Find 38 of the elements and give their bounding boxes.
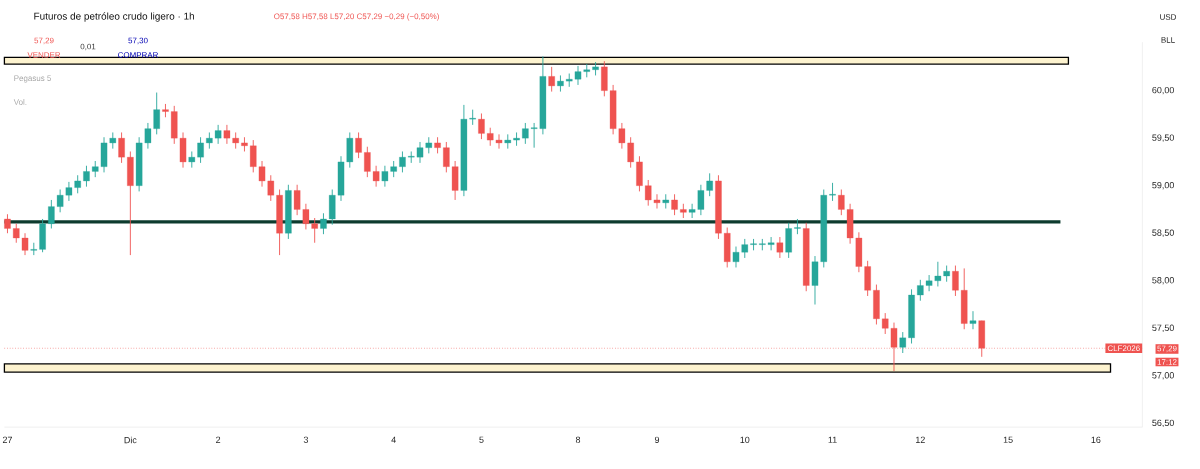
y-tick-label: 59,50	[1152, 134, 1174, 142]
x-tick-label: 5	[479, 436, 484, 443]
y-tick-label: 57,00	[1152, 372, 1174, 380]
chart-title: Futuros de petróleo crudo ligero · 1h	[34, 12, 194, 22]
y-tick-label: 60,00	[1152, 86, 1174, 95]
x-tick-label: 11	[828, 436, 837, 443]
candlestick	[899, 331, 906, 354]
candlestick	[83, 165, 90, 188]
candlestick	[478, 113, 485, 140]
candlestick	[671, 193, 678, 216]
y-tick-label: 58,00	[1152, 277, 1174, 285]
x-tick-label: 16	[1091, 436, 1101, 444]
candlestick	[829, 182, 836, 202]
x-tick-label: 27	[2, 436, 12, 443]
candlestick	[399, 151, 406, 173]
candlestick	[776, 236, 784, 259]
candlestick	[794, 218, 801, 235]
x-tick-label: 15	[1003, 436, 1013, 443]
x-tick-label: 4	[391, 436, 396, 443]
candlestick	[320, 212, 327, 235]
x-tick-label: 2	[216, 436, 221, 443]
x-tick-label: 3	[303, 436, 308, 444]
candlestick	[785, 222, 792, 259]
candlestick	[355, 132, 362, 159]
y-tick-label: 56,50	[1152, 419, 1174, 428]
candlestick	[4, 213, 11, 234]
candlestick	[548, 66, 555, 93]
candlestick	[750, 238, 757, 251]
x-tick-label: 9	[654, 436, 660, 444]
y-tick-label: 59,00	[1152, 181, 1174, 190]
candlestick	[969, 310, 977, 330]
x-tick-label: 10	[740, 436, 750, 444]
x-tick-label: Dic	[124, 436, 137, 444]
x-tick-label: 8	[575, 436, 581, 444]
y-tick-label: 58,50	[1152, 229, 1174, 237]
y-tick-label: 57,50	[1152, 324, 1174, 332]
x-tick-label: 12	[916, 436, 925, 443]
candlestick	[118, 132, 125, 164]
